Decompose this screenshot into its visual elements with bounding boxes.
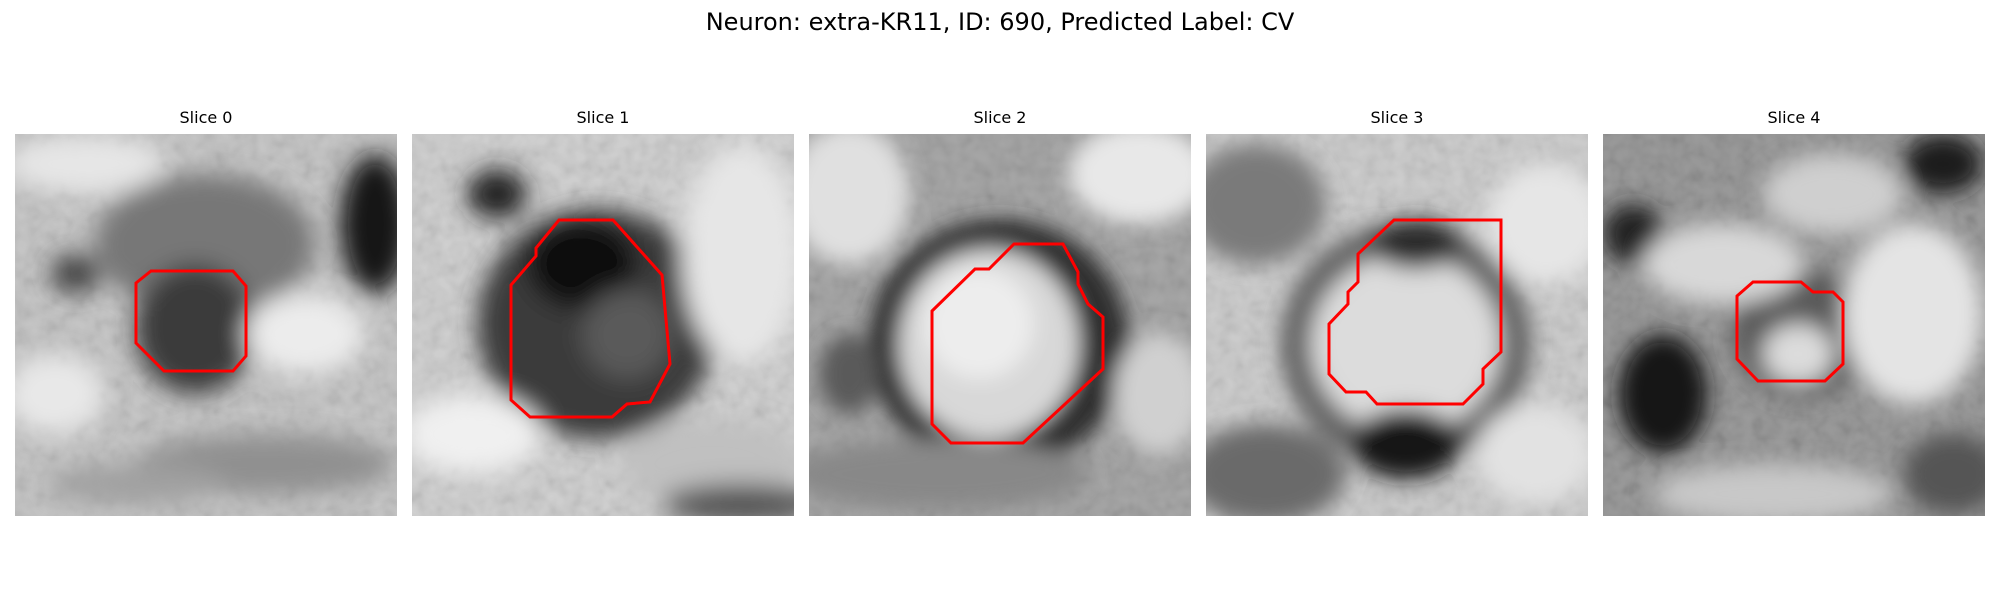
slice-image-2 (809, 134, 1191, 516)
slice-title-4: Slice 4 (1767, 108, 1821, 127)
slice-panel-2: Slice 2 (809, 106, 1191, 516)
roi-outline-2 (930, 242, 1105, 445)
slice-panel-1: Slice 1 (412, 106, 794, 516)
figure-title: Neuron: extra-KR11, ID: 690, Predicted L… (705, 8, 1295, 36)
slice-title-1: Slice 1 (576, 108, 630, 127)
slice-image-4 (1603, 134, 1985, 516)
slice-title-0: Slice 0 (179, 108, 233, 127)
slice-image-3 (1206, 134, 1588, 516)
slice-image-1 (412, 134, 794, 516)
slice-image-0 (15, 134, 397, 516)
roi-outline-0 (134, 269, 248, 373)
roi-outline-4 (1735, 280, 1845, 383)
roi-outline-1 (509, 218, 672, 419)
slice-panel-0: Slice 0 (15, 106, 397, 516)
roi-outline-3 (1327, 218, 1503, 406)
slice-title-2: Slice 2 (973, 108, 1027, 127)
slice-title-3: Slice 3 (1370, 108, 1424, 127)
slice-panel-3: Slice 3 (1206, 106, 1588, 516)
slice-panel-4: Slice 4 (1603, 106, 1985, 516)
